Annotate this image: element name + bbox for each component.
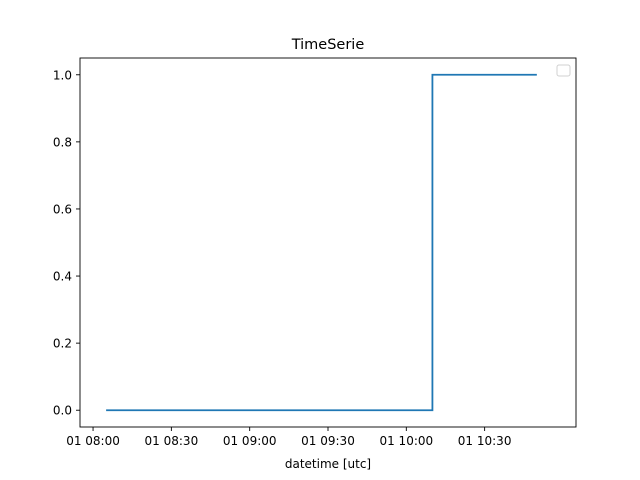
x-axis-ticks: 01 08:00 01 08:30 01 09:00 01 09:30 01 10:00…	[66, 427, 511, 448]
x-axis-label: datetime [utc]	[285, 457, 371, 471]
legend	[556, 64, 571, 77]
plot-frame	[79, 57, 577, 428]
y-axis-ticks: 0.0 0.2 0.4 0.6 0.8 1.0	[53, 68, 80, 418]
y-tick-label: 1.0	[53, 68, 72, 82]
x-tick-label: 01 08:30	[145, 434, 199, 448]
y-tick-label: 0.0	[53, 404, 72, 418]
series-layer	[106, 73, 537, 412]
x-tick-label: 01 09:00	[223, 434, 277, 448]
y-tick-label: 0.4	[53, 270, 72, 284]
y-tick-label: 0.2	[53, 337, 72, 351]
chart-title: TimeSerie	[291, 37, 365, 53]
x-tick-label: 01 10:30	[458, 434, 512, 448]
series-line	[106, 73, 537, 412]
legend-box	[556, 64, 571, 77]
x-tick-label: 01 09:30	[301, 434, 355, 448]
x-tick-label: 01 10:00	[379, 434, 433, 448]
x-tick-label: 01 08:00	[66, 434, 120, 448]
plot-area	[80, 58, 576, 427]
y-tick-label: 0.6	[53, 202, 72, 216]
y-tick-label: 0.8	[53, 135, 72, 149]
